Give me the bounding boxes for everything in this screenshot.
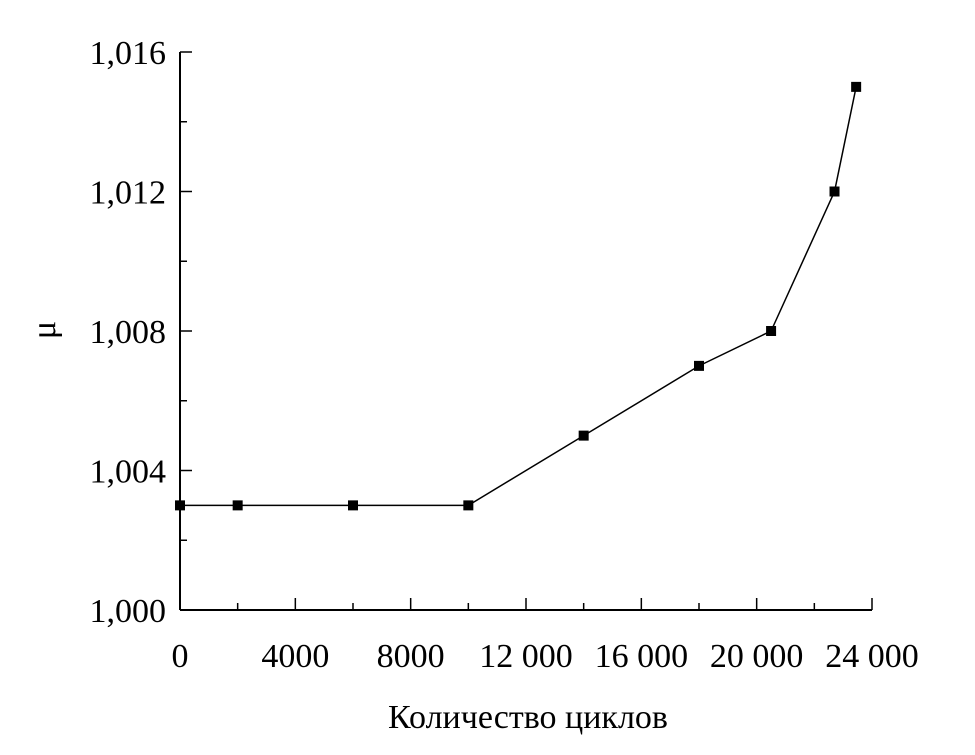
y-tick-label: 1,000 bbox=[90, 593, 167, 630]
x-tick-label: 4000 bbox=[261, 638, 329, 675]
x-tick-label: 24 000 bbox=[825, 638, 919, 675]
data-point-marker bbox=[348, 500, 358, 511]
data-point-marker bbox=[463, 500, 474, 511]
x-tick-label: 20 000 bbox=[710, 638, 804, 675]
data-point-marker bbox=[829, 186, 840, 197]
x-tick-label: 0 bbox=[172, 638, 189, 675]
series bbox=[175, 81, 862, 511]
x-tick-label: 16 000 bbox=[595, 638, 689, 675]
y-axis-label: μ bbox=[26, 321, 63, 339]
y-tick-label: 1,008 bbox=[90, 314, 167, 351]
x-tick-label: 12 000 bbox=[479, 638, 573, 675]
ticks: 0 4000 8000 12 000 16 000 20 000 24 000 1,000 1,… bbox=[90, 35, 919, 675]
y-tick-label: 1,012 bbox=[90, 175, 167, 212]
y-tick-label: 1,004 bbox=[90, 454, 167, 491]
x-axis-label: Количество циклов bbox=[388, 699, 668, 736]
data-point-marker bbox=[694, 360, 704, 371]
data-point-marker bbox=[232, 500, 243, 511]
series-line bbox=[180, 86, 857, 507]
y-tick-label: 1,016 bbox=[90, 35, 167, 72]
data-point-marker bbox=[766, 326, 777, 336]
data-point-marker bbox=[578, 430, 589, 441]
data-point-marker bbox=[175, 500, 185, 511]
data-point-marker bbox=[851, 81, 862, 92]
x-tick-label: 8000 bbox=[377, 638, 445, 675]
